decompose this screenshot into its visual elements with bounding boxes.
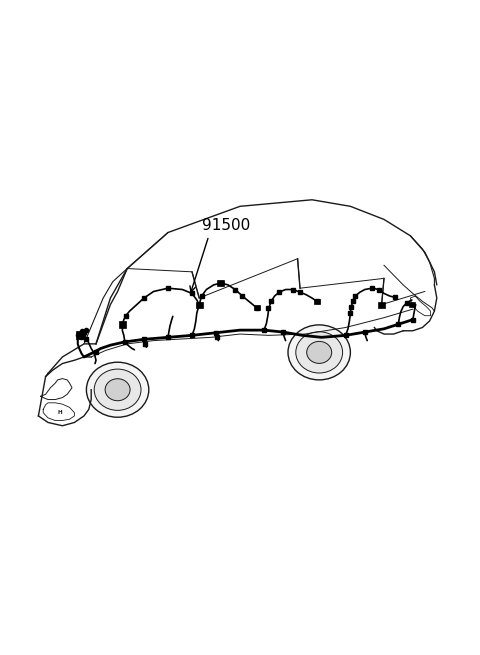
- Ellipse shape: [288, 325, 350, 380]
- Ellipse shape: [296, 331, 343, 373]
- Text: H: H: [58, 410, 62, 415]
- Ellipse shape: [86, 362, 149, 417]
- Bar: [196, 301, 203, 307]
- Bar: [314, 299, 320, 304]
- Bar: [378, 301, 385, 307]
- Ellipse shape: [94, 369, 141, 410]
- Bar: [254, 305, 260, 310]
- Bar: [76, 331, 85, 339]
- Ellipse shape: [105, 379, 130, 401]
- Bar: [409, 302, 415, 307]
- Bar: [217, 280, 224, 286]
- Bar: [119, 321, 126, 328]
- Text: 91500: 91500: [202, 217, 250, 233]
- Ellipse shape: [307, 341, 332, 364]
